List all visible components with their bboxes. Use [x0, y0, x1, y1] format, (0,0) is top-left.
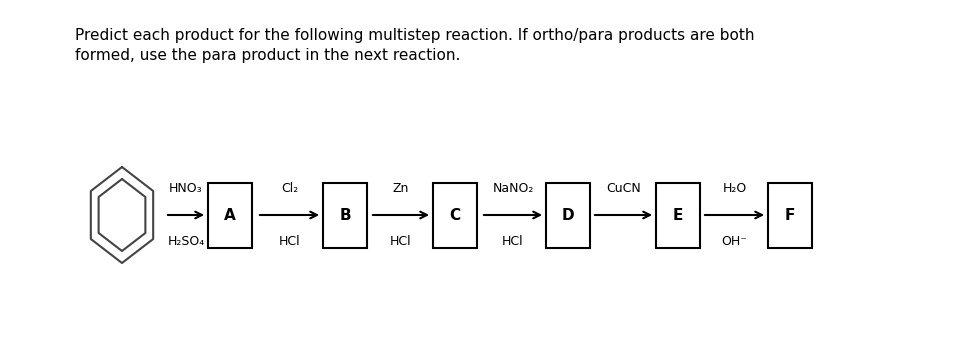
Bar: [546, 183, 590, 248]
Text: NaNO₂: NaNO₂: [492, 182, 534, 195]
Text: formed, use the para product in the next reaction.: formed, use the para product in the next…: [75, 48, 461, 63]
Text: Cl₂: Cl₂: [281, 182, 298, 195]
Text: E: E: [673, 208, 683, 223]
Text: Predict each product for the following multistep reaction. If ortho/para product: Predict each product for the following m…: [75, 28, 754, 43]
Bar: [433, 183, 477, 248]
Text: CuCN: CuCN: [607, 182, 641, 195]
Text: B: B: [339, 208, 351, 223]
Text: H₂O: H₂O: [722, 182, 746, 195]
Text: C: C: [449, 208, 461, 223]
Bar: [208, 183, 252, 248]
Text: HNO₃: HNO₃: [169, 182, 203, 195]
Text: H₂SO₄: H₂SO₄: [167, 235, 205, 248]
Text: A: A: [225, 208, 236, 223]
Bar: [768, 183, 812, 248]
Bar: [656, 183, 700, 248]
Text: D: D: [562, 208, 574, 223]
Text: F: F: [784, 208, 795, 223]
Text: HCl: HCl: [503, 235, 524, 248]
Text: Zn: Zn: [393, 182, 409, 195]
Bar: [323, 183, 367, 248]
Text: HCl: HCl: [279, 235, 300, 248]
Text: OH⁻: OH⁻: [721, 235, 747, 248]
Text: HCl: HCl: [390, 235, 412, 248]
